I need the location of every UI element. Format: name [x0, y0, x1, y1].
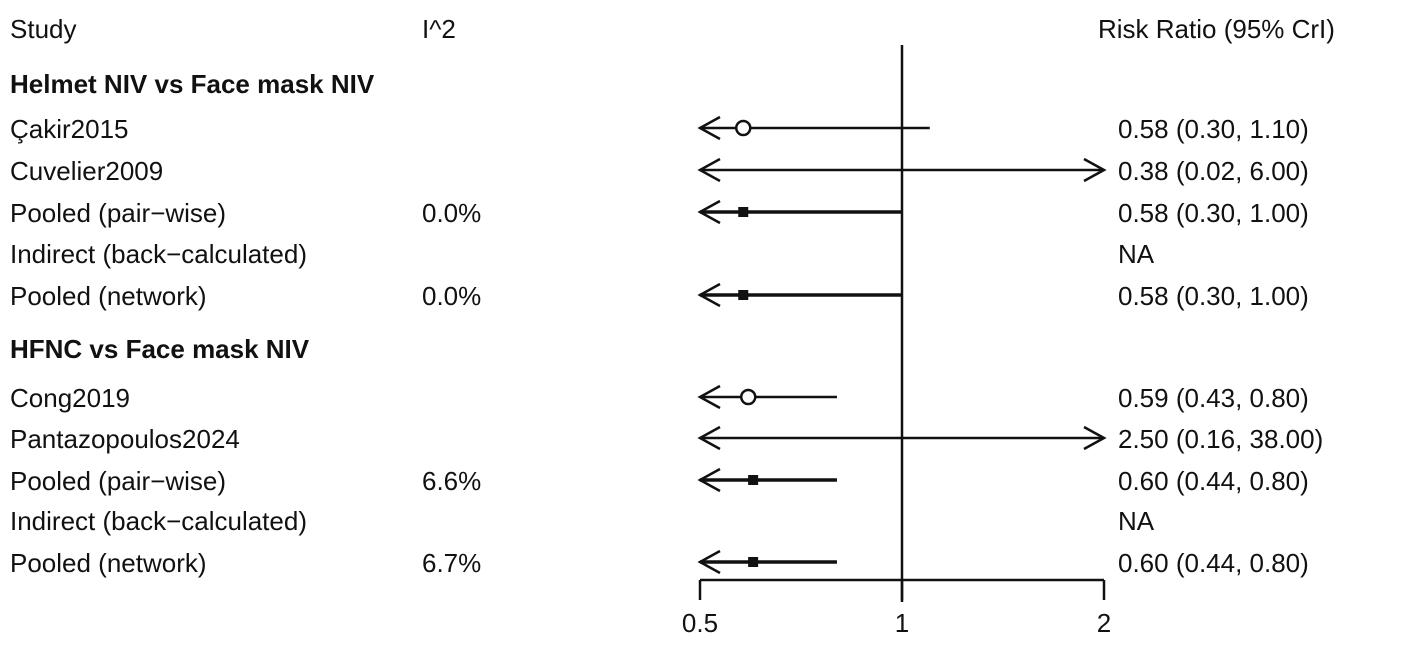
effect-label: 0.60 (0.44, 0.80)	[1118, 466, 1309, 496]
effect-label: 0.58 (0.30, 1.00)	[1118, 198, 1309, 228]
pooled-estimate-marker	[738, 207, 749, 217]
pooled-estimate-marker	[748, 475, 759, 485]
ci-left-arrow	[697, 199, 721, 225]
effect-label: 0.38 (0.02, 6.00)	[1118, 156, 1309, 186]
i2-value: 6.6%	[422, 466, 481, 496]
i2-value: 6.7%	[422, 548, 481, 578]
ci-right-arrow	[1083, 157, 1107, 183]
ci-left-arrow	[697, 282, 721, 308]
ci-left-arrow	[697, 157, 721, 183]
header-study: Study	[10, 14, 77, 44]
x-tick-label: 1	[895, 608, 909, 638]
ci-left-arrow	[697, 549, 721, 575]
study-estimate-marker	[739, 388, 757, 406]
study-label: Cong2019	[10, 383, 130, 413]
header-i2: I^2	[422, 14, 456, 44]
x-tick-label: 2	[1097, 608, 1111, 638]
study-label: Indirect (back−calculated)	[10, 239, 307, 269]
study-label: Pooled (pair−wise)	[10, 466, 226, 496]
effect-label: 0.59 (0.43, 0.80)	[1118, 383, 1309, 413]
study-label: Pooled (network)	[10, 281, 207, 311]
effect-label: 2.50 (0.16, 38.00)	[1118, 424, 1323, 454]
group-title: Helmet NIV vs Face mask NIV	[10, 69, 375, 99]
header-effect: Risk Ratio (95% CrI)	[1098, 14, 1335, 44]
study-label: Pooled (network)	[10, 548, 207, 578]
ci-right-arrow	[1083, 425, 1107, 451]
effect-label: 0.58 (0.30, 1.10)	[1118, 114, 1309, 144]
ci-left-arrow	[697, 425, 721, 451]
effect-label: 0.60 (0.44, 0.80)	[1118, 548, 1309, 578]
i2-value: 0.0%	[422, 281, 481, 311]
study-label: Çakir2015	[10, 114, 129, 144]
i2-value: 0.0%	[422, 198, 481, 228]
ci-left-arrow	[697, 467, 721, 493]
x-tick-label: 0.5	[682, 608, 718, 638]
group-title: HFNC vs Face mask NIV	[10, 334, 310, 364]
study-label: Cuvelier2009	[10, 156, 163, 186]
effect-label: NA	[1118, 506, 1155, 536]
ci-left-arrow	[697, 115, 721, 141]
study-label: Pantazopoulos2024	[10, 424, 240, 454]
study-label: Pooled (pair−wise)	[10, 198, 226, 228]
effect-label: NA	[1118, 239, 1155, 269]
study-estimate-marker	[735, 119, 752, 137]
ci-left-arrow	[697, 384, 721, 410]
pooled-estimate-marker	[748, 557, 759, 567]
effect-label: 0.58 (0.30, 1.00)	[1118, 281, 1309, 311]
study-label: Indirect (back−calculated)	[10, 506, 307, 536]
pooled-estimate-marker	[738, 290, 749, 300]
